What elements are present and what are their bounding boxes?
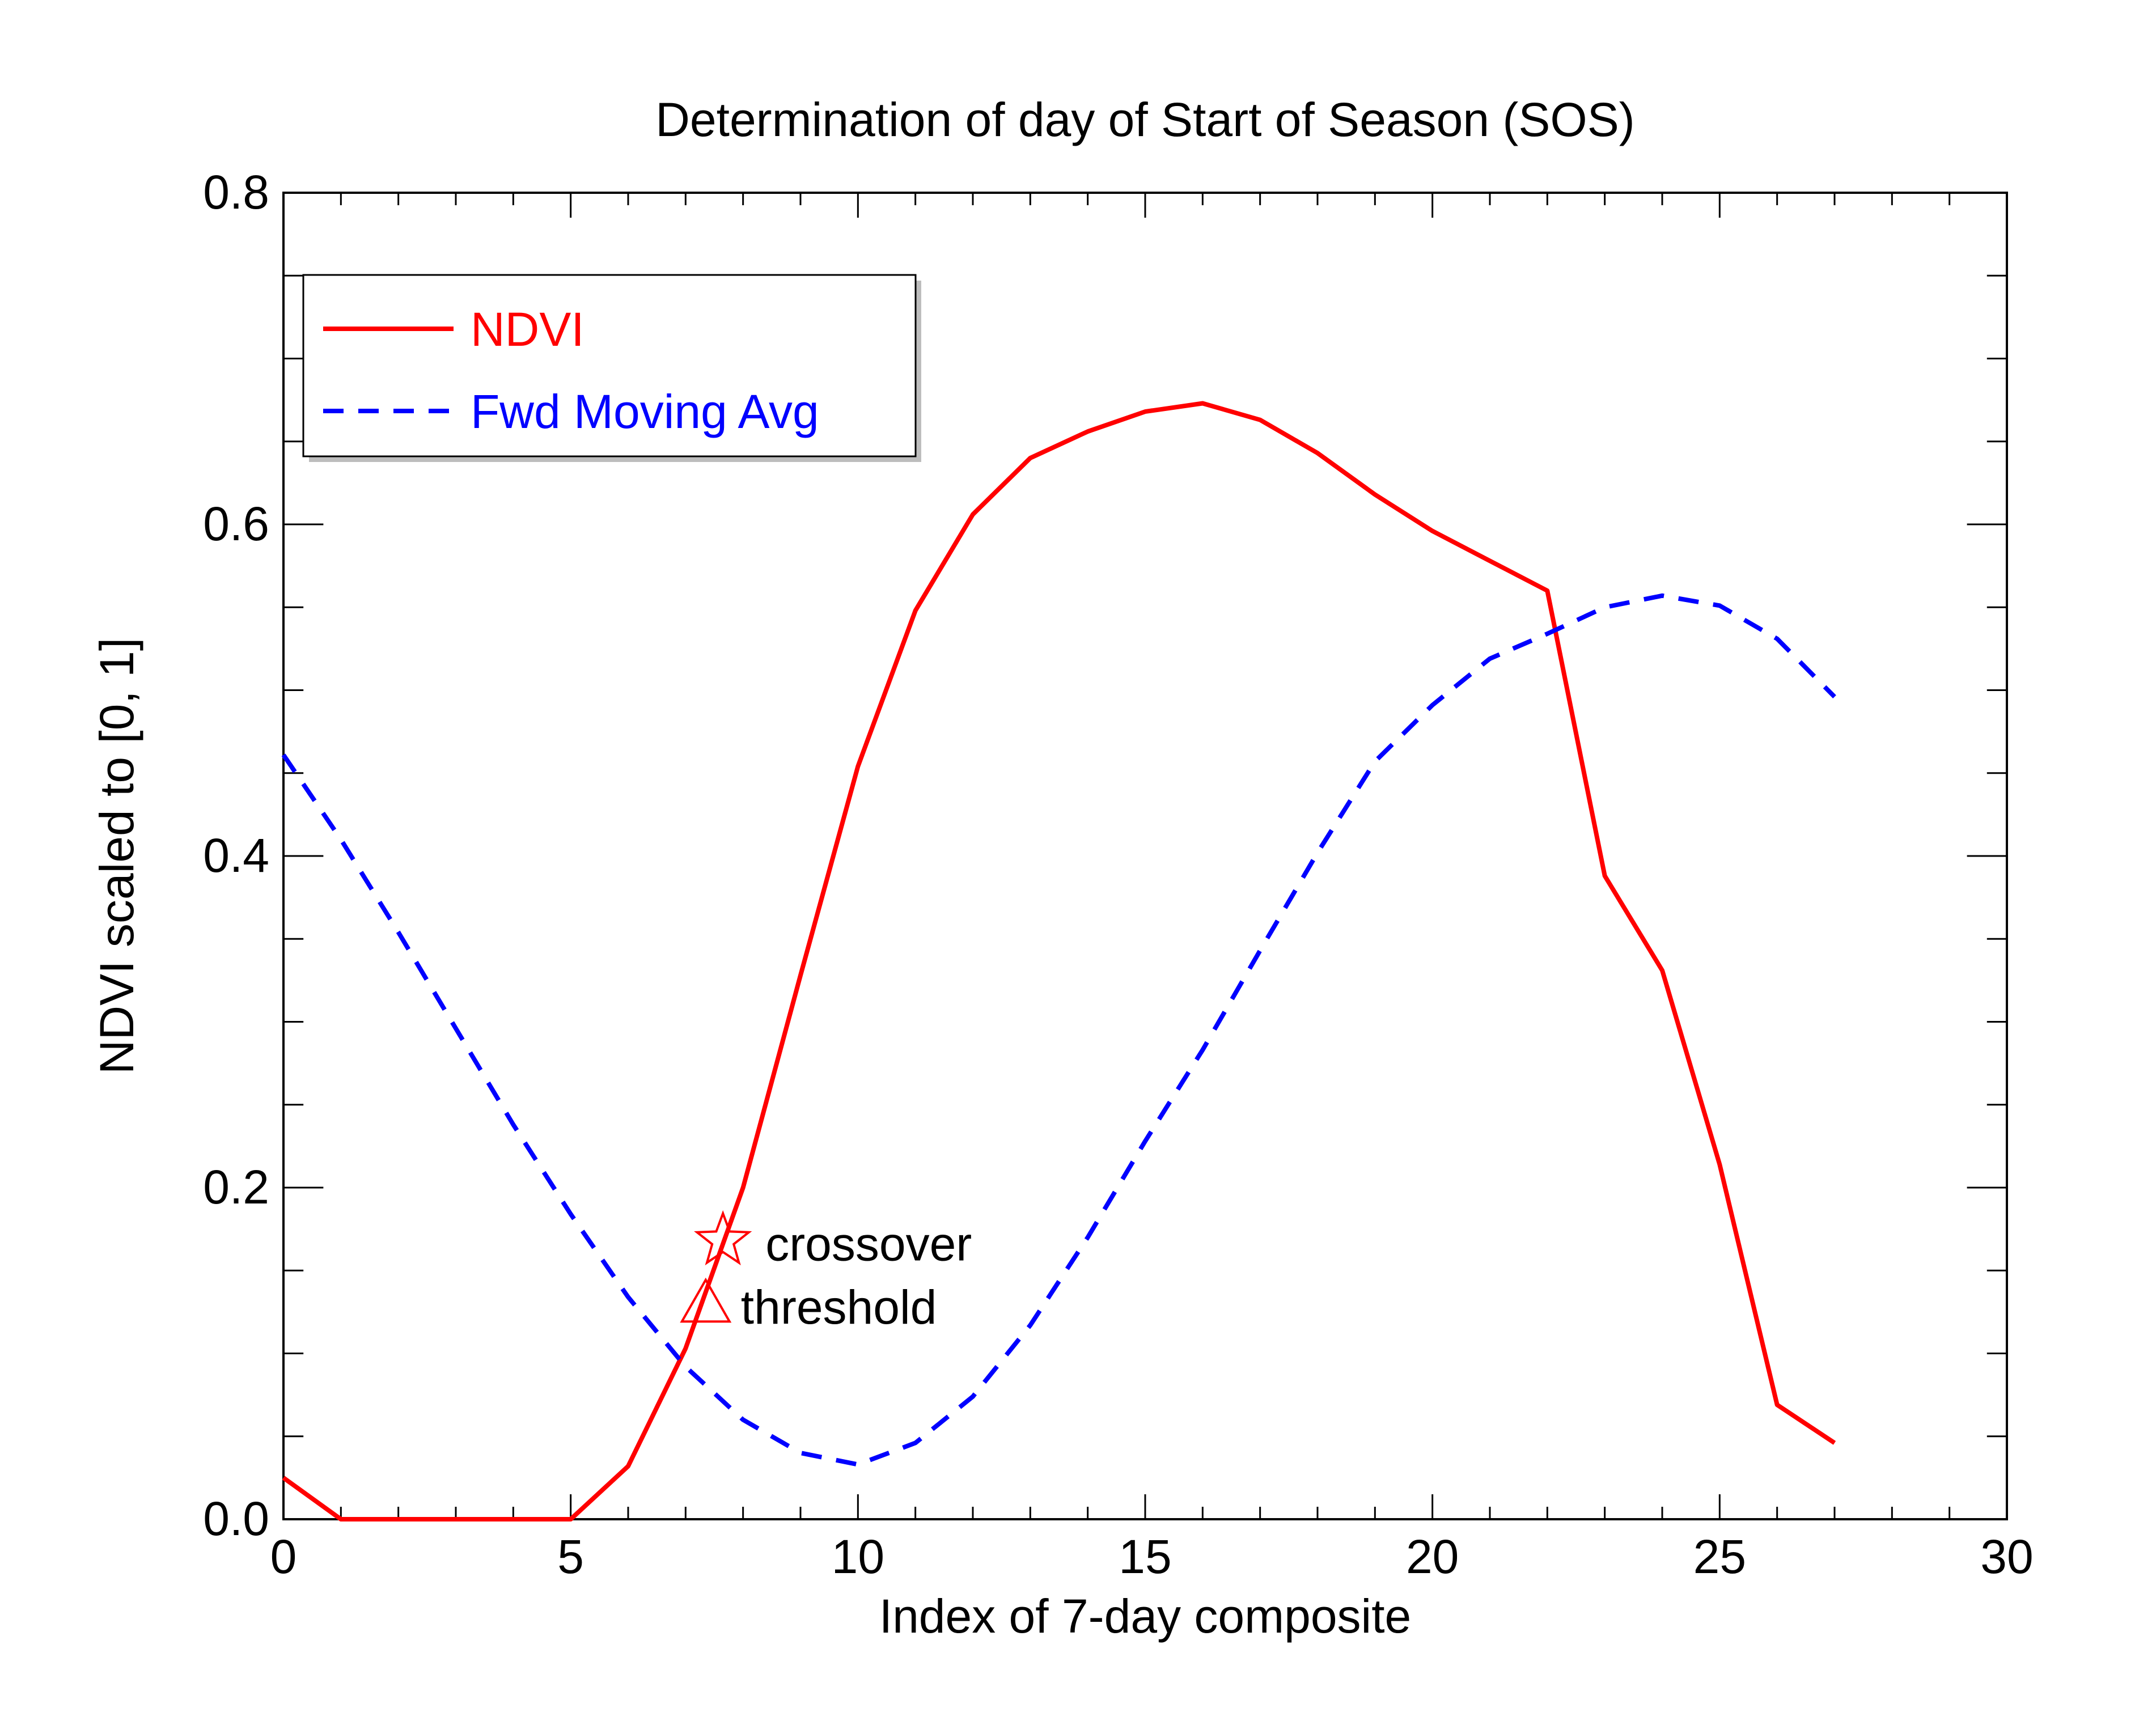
legend-label-ndvi: NDVI (471, 303, 584, 356)
x-axis-label: Index of 7-day composite (879, 1590, 1412, 1643)
x-tick-label: 5 (557, 1530, 584, 1583)
legend-box (302, 274, 917, 457)
axis-tick-labels: 0 5 10 15 20 25 30 0.0 0.2 0.4 0.6 0.8 (203, 166, 2034, 1583)
annotation-layer: crossover threshold (680, 1210, 972, 1334)
annotation-label-1: threshold (741, 1281, 937, 1334)
y-tick-label: 0.4 (203, 829, 269, 882)
axis-ticks (282, 192, 2008, 1520)
x-tick-label: 10 (832, 1530, 884, 1583)
y-axis-label: NDVI scaled to [0, 1] (90, 638, 143, 1074)
y-tick-label: 0.6 (203, 497, 269, 550)
x-tick-label: 0 (270, 1530, 297, 1583)
x-tick-label: 20 (1406, 1530, 1459, 1583)
y-tick-label: 0.2 (203, 1160, 269, 1214)
crossover-star-marker (694, 1210, 752, 1266)
x-tick-label: 15 (1119, 1530, 1171, 1583)
legend-label-fwd-moving-avg: Fwd Moving Avg (471, 385, 819, 438)
threshold-triangle-marker (680, 1277, 732, 1323)
y-tick-label: 0.8 (203, 166, 269, 219)
series-layer (281, 401, 1836, 1521)
series-line-0 (282, 401, 1836, 1521)
legend: NDVI Fwd Moving Avg (302, 274, 921, 462)
y-tick-label: 0.0 (203, 1492, 269, 1545)
x-tick-label: 30 (1980, 1530, 2033, 1583)
annotation-label-0: crossover (765, 1218, 972, 1271)
x-tick-label: 25 (1693, 1530, 1746, 1583)
series-line-1 (281, 593, 1836, 1467)
chart-title: Determination of day of Start of Season … (655, 93, 1635, 146)
